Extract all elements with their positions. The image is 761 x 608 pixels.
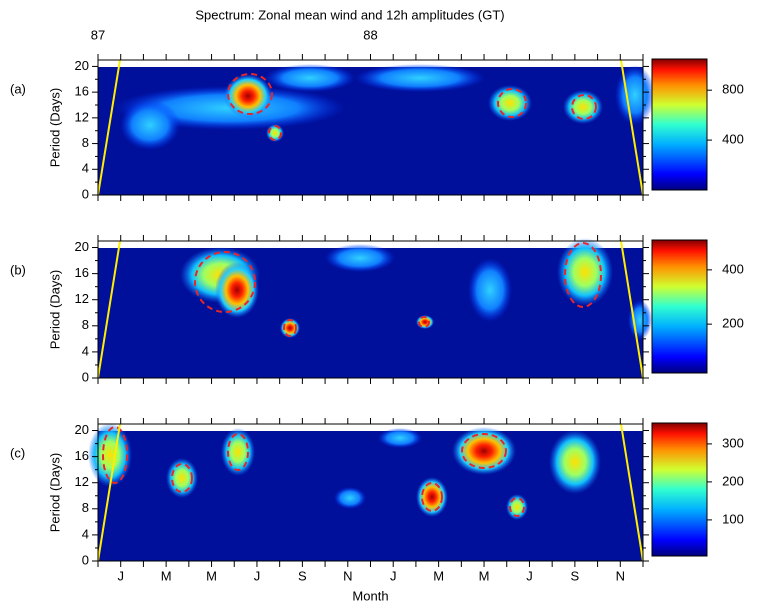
x-tick-label: S [571,568,580,583]
x-tick-label: J [390,568,397,583]
colorbar [651,58,708,191]
y-tick-label: 4 [82,343,89,358]
y-tick-label: 20 [75,58,89,73]
y-tick-label: 4 [82,526,89,541]
y-axis-label: Period (Days) [47,453,62,532]
coi-line [97,423,121,562]
panel-label: (b) [10,262,26,277]
y-tick-label: 16 [75,265,89,280]
panel-label: (a) [10,81,26,96]
y-tick-label: 12 [75,474,89,489]
coi-line [620,59,644,196]
x-tick-label: J [526,568,533,583]
spectrum-field [98,238,652,378]
y-tick-label: 8 [82,135,89,150]
x-tick-label: M [433,568,444,583]
coi-line [97,240,121,379]
panel-label: (c) [10,445,25,460]
x-tick-label: S [298,568,307,583]
y-tick-label: 0 [82,552,89,567]
top-tick-label: 88 [363,27,377,42]
y-tick-label: 0 [82,369,89,384]
colorbar-tick-label: 800 [722,82,744,97]
spectrum-field [98,64,655,195]
y-axis-label: Period (Days) [47,88,62,167]
x-tick-label: M [206,568,217,583]
y-tick-label: 12 [75,291,89,306]
y-tick-label: 12 [75,109,89,124]
y-tick-label: 20 [75,239,89,254]
x-axis-label: Month [352,588,388,603]
colorbar-tick-label: 200 [722,473,744,488]
colorbar-tick-label: 300 [722,435,744,450]
y-tick-label: 8 [82,500,89,515]
coi-line [620,240,644,379]
colorbar-tick-label: 400 [722,261,744,276]
y-axis-label: Period (Days) [47,270,62,349]
coi-line [620,423,644,562]
coi-line [97,59,121,196]
x-tick-label: M [161,568,172,583]
x-tick-label: M [479,568,490,583]
colorbar [651,422,708,557]
x-tick-label: N [616,568,625,583]
colorbar-tick-label: 100 [722,511,744,526]
colorbar-tick-label: 400 [722,132,744,147]
colorbar-tick-label: 200 [722,316,744,331]
top-tick-label: 87 [91,27,105,42]
y-tick-label: 8 [82,317,89,332]
figure-title: Spectrum: Zonal mean wind and 12h amplit… [195,7,504,22]
y-tick-label: 16 [75,84,89,99]
x-tick-label: N [343,568,352,583]
y-tick-label: 20 [75,422,89,437]
x-tick-label: J [254,568,261,583]
x-tick-label: J [117,568,124,583]
spectrum-field [88,423,643,561]
y-tick-label: 16 [75,448,89,463]
y-tick-label: 0 [82,186,89,201]
y-tick-label: 4 [82,161,89,176]
colorbar [651,239,708,374]
